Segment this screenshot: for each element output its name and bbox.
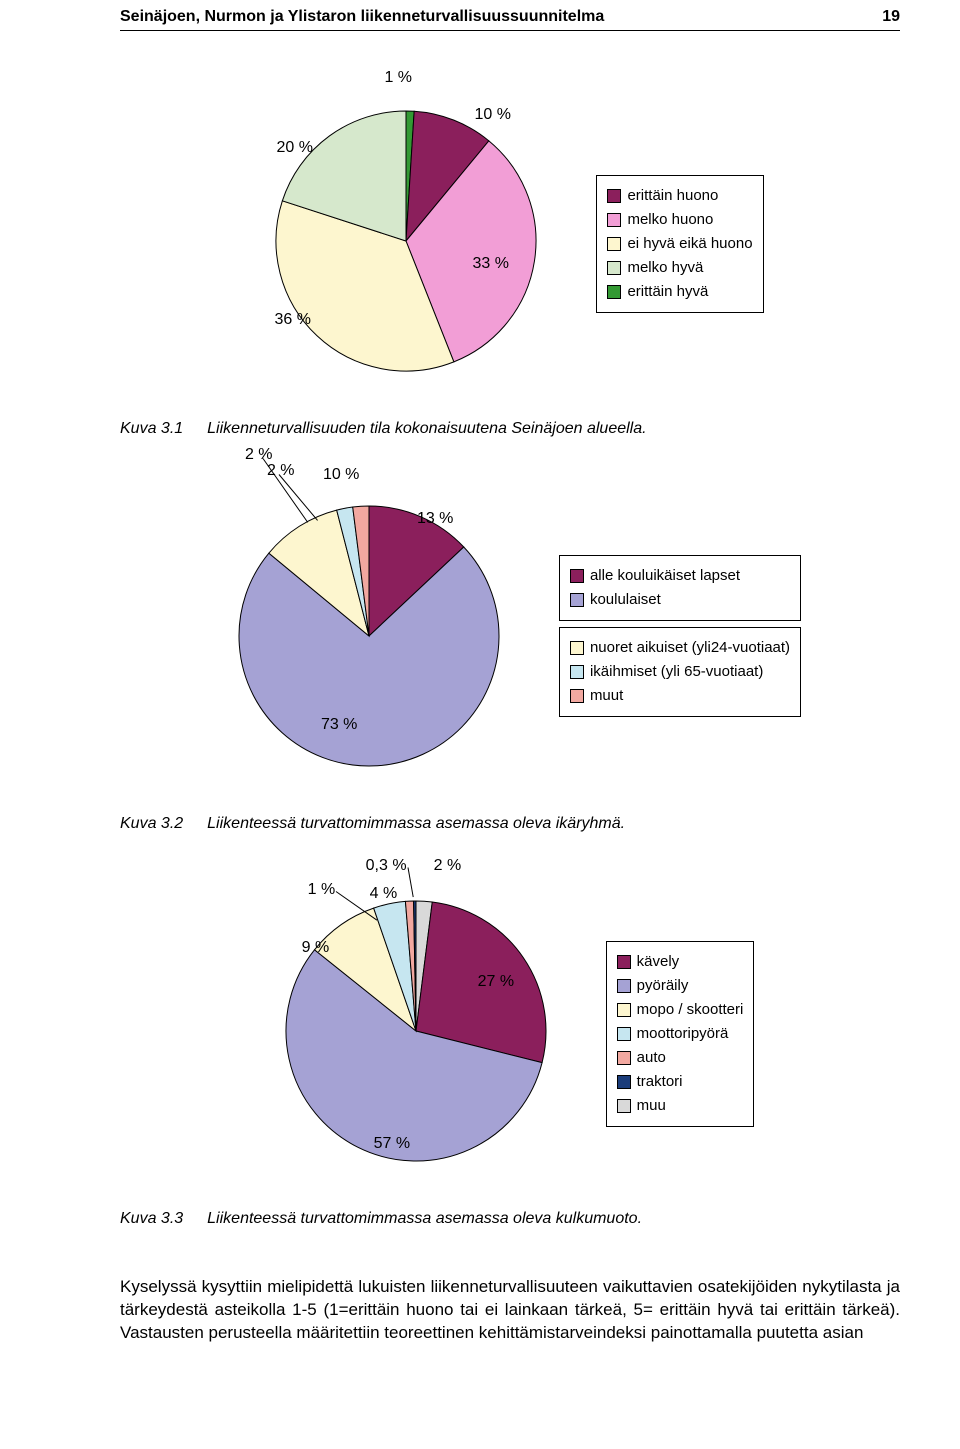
caption-2-id: Kuva 3.2 <box>120 815 183 833</box>
legend-label: erittäin hyvä <box>627 280 708 304</box>
legend-label: pyöräily <box>637 974 689 998</box>
pie3-label-5: 1 % <box>308 881 336 899</box>
legend-swatch <box>607 189 621 203</box>
legend-label: erittäin huono <box>627 184 718 208</box>
legend-row: ei hyvä eikä huono <box>607 232 752 256</box>
legend-label: nuoret aikuiset (yli24-vuotiaat) <box>590 636 790 660</box>
chart-2: 13 % 73 % 10 % 2 % 2 % alle kouluikäiset… <box>120 486 900 791</box>
legend-2a: alle kouluikäiset lapsetkoululaiset <box>559 555 801 621</box>
legend-label: auto <box>637 1046 666 1070</box>
legend-swatch <box>617 979 631 993</box>
pie-2: 13 % 73 % 10 % 2 % 2 % <box>219 486 519 791</box>
legend-label: muu <box>637 1094 666 1118</box>
pie1-label-3: 36 % <box>274 311 310 329</box>
pie-1: 1 % 10 % 33 % 36 % 20 % <box>256 91 556 396</box>
legend-row: mopo / skootteri <box>617 998 744 1022</box>
pie3-label-2: 57 % <box>374 1135 410 1153</box>
caption-1-text: Liikenneturvallisuuden tila kokonaisuute… <box>207 420 646 438</box>
legend-label: muut <box>590 684 623 708</box>
legend-row: nuoret aikuiset (yli24-vuotiaat) <box>570 636 790 660</box>
legend-row: traktori <box>617 1070 744 1094</box>
legend-label: ikäihmiset (yli 65-vuotiaat) <box>590 660 763 684</box>
legend-swatch <box>570 641 584 655</box>
chart-1: 1 % 10 % 33 % 36 % 20 % erittäin huonome… <box>120 91 900 396</box>
legend-swatch <box>570 665 584 679</box>
legend-row: erittäin huono <box>607 184 752 208</box>
legend-swatch <box>617 1075 631 1089</box>
chart-3: 2 % 27 % 57 % 9 % 4 % 1 % 0,3 % kävelypy… <box>120 881 900 1186</box>
legend-2b: nuoret aikuiset (yli24-vuotiaat)ikäihmis… <box>559 627 801 717</box>
caption-2: Kuva 3.2 Liikenteessä turvattomimmassa a… <box>120 815 900 833</box>
legend-label: alle kouluikäiset lapset <box>590 564 740 588</box>
legend-swatch <box>617 1027 631 1041</box>
caption-1-id: Kuva 3.1 <box>120 420 183 438</box>
legend-row: auto <box>617 1046 744 1070</box>
legend-swatch <box>607 237 621 251</box>
page-number: 19 <box>882 8 900 26</box>
pie1-label-4: 20 % <box>276 139 312 157</box>
legend-row: muut <box>570 684 790 708</box>
pie2-label-4: 2 % <box>245 446 273 464</box>
legend-row: melko hyvä <box>607 256 752 280</box>
legend-swatch <box>570 593 584 607</box>
legend-row: melko huono <box>607 208 752 232</box>
legend-1: erittäin huonomelko huonoei hyvä eikä hu… <box>596 175 763 313</box>
legend-row: pyöräily <box>617 974 744 998</box>
pie3-label-3: 9 % <box>302 939 330 957</box>
page-title: Seinäjoen, Nurmon ja Ylistaron liikennet… <box>120 8 604 26</box>
caption-3-id: Kuva 3.3 <box>120 1210 183 1228</box>
header-rule <box>120 30 900 31</box>
pie3-label-6: 0,3 % <box>366 857 407 875</box>
legend-swatch <box>570 569 584 583</box>
pie3-label-4: 4 % <box>370 885 398 903</box>
pie-3: 2 % 27 % 57 % 9 % 4 % 1 % 0,3 % <box>266 881 566 1186</box>
caption-3-text: Liikenteessä turvattomimmassa asemassa o… <box>207 1210 642 1228</box>
legend-label: melko huono <box>627 208 713 232</box>
legend-swatch <box>607 285 621 299</box>
legend-label: mopo / skootteri <box>637 998 744 1022</box>
legend-row: koululaiset <box>570 588 790 612</box>
pie2-label-2: 10 % <box>323 466 359 484</box>
legend-label: kävely <box>637 950 680 974</box>
legend-swatch <box>617 1099 631 1113</box>
legend-row: ikäihmiset (yli 65-vuotiaat) <box>570 660 790 684</box>
legend-swatch <box>617 1003 631 1017</box>
caption-2-text: Liikenteessä turvattomimmassa asemassa o… <box>207 815 625 833</box>
legend-swatch <box>617 955 631 969</box>
legend-row: kävely <box>617 950 744 974</box>
pie1-label-0: 1 % <box>384 69 412 87</box>
legend-label: traktori <box>637 1070 683 1094</box>
legend-swatch <box>607 261 621 275</box>
legend-row: erittäin hyvä <box>607 280 752 304</box>
legend-3: kävelypyöräilymopo / skootterimoottoripy… <box>606 941 755 1127</box>
legend-label: ei hyvä eikä huono <box>627 232 752 256</box>
legend-row: muu <box>617 1094 744 1118</box>
legend-label: melko hyvä <box>627 256 703 280</box>
pie2-label-1: 73 % <box>321 716 357 734</box>
legend-label: moottoripyörä <box>637 1022 729 1046</box>
legend-swatch <box>570 689 584 703</box>
pie2-label-0: 13 % <box>417 510 453 528</box>
caption-3: Kuva 3.3 Liikenteessä turvattomimmassa a… <box>120 1210 900 1228</box>
pie1-label-2: 33 % <box>472 255 508 273</box>
legend-row: alle kouluikäiset lapset <box>570 564 790 588</box>
body-paragraph: Kyselyssä kysyttiin mielipidettä lukuist… <box>120 1276 900 1345</box>
legend-label: koululaiset <box>590 588 661 612</box>
legend-swatch <box>617 1051 631 1065</box>
caption-1: Kuva 3.1 Liikenneturvallisuuden tila kok… <box>120 420 900 438</box>
legend-row: moottoripyörä <box>617 1022 744 1046</box>
pie3-label-0: 2 % <box>434 857 462 875</box>
legend-2: alle kouluikäiset lapsetkoululaiset nuor… <box>559 555 801 723</box>
pie3-label-1: 27 % <box>478 973 514 991</box>
pie1-label-1: 10 % <box>474 106 510 124</box>
legend-swatch <box>607 213 621 227</box>
